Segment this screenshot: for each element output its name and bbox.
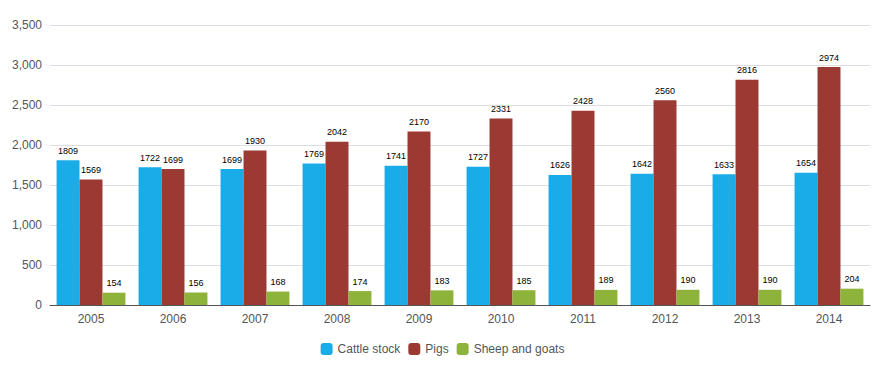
svg-text:154: 154 — [106, 278, 121, 288]
svg-text:204: 204 — [844, 274, 859, 284]
svg-text:0: 0 — [35, 298, 42, 312]
svg-text:2,500: 2,500 — [12, 98, 42, 112]
svg-text:1699: 1699 — [163, 155, 183, 165]
svg-text:Pigs: Pigs — [425, 342, 448, 356]
svg-text:2007: 2007 — [242, 312, 269, 326]
svg-text:156: 156 — [188, 278, 203, 288]
svg-text:185: 185 — [516, 276, 531, 286]
svg-text:168: 168 — [270, 277, 285, 287]
svg-text:2010: 2010 — [488, 312, 515, 326]
svg-text:1727: 1727 — [468, 152, 488, 162]
svg-text:2009: 2009 — [406, 312, 433, 326]
svg-text:2011: 2011 — [570, 312, 596, 326]
svg-text:2042: 2042 — [327, 127, 347, 137]
svg-text:Sheep and goats: Sheep and goats — [474, 342, 565, 356]
svg-text:2008: 2008 — [324, 312, 351, 326]
svg-text:2816: 2816 — [737, 65, 757, 75]
svg-text:2006: 2006 — [160, 312, 187, 326]
svg-text:500: 500 — [22, 258, 42, 272]
svg-text:2012: 2012 — [652, 312, 679, 326]
svg-text:3,000: 3,000 — [12, 58, 42, 72]
svg-text:2170: 2170 — [409, 117, 429, 127]
svg-text:1741: 1741 — [386, 151, 406, 161]
svg-text:2331: 2331 — [491, 104, 511, 114]
svg-text:2014: 2014 — [816, 312, 843, 326]
svg-text:1626: 1626 — [550, 160, 570, 170]
svg-text:2005: 2005 — [78, 312, 105, 326]
svg-text:1,000: 1,000 — [12, 218, 42, 232]
svg-text:1,500: 1,500 — [12, 178, 42, 192]
svg-text:2428: 2428 — [573, 96, 593, 106]
svg-text:1642: 1642 — [632, 159, 652, 169]
svg-text:1699: 1699 — [222, 155, 242, 165]
svg-text:174: 174 — [352, 277, 367, 287]
svg-text:1654: 1654 — [796, 158, 816, 168]
svg-text:2560: 2560 — [655, 86, 675, 96]
svg-text:Cattle stock: Cattle stock — [338, 342, 402, 356]
svg-text:1633: 1633 — [714, 160, 734, 170]
svg-text:2974: 2974 — [819, 53, 839, 63]
svg-text:3,500: 3,500 — [12, 18, 42, 32]
svg-text:2013: 2013 — [734, 312, 761, 326]
svg-text:190: 190 — [680, 275, 695, 285]
svg-text:189: 189 — [598, 275, 613, 285]
svg-text:1809: 1809 — [58, 146, 78, 156]
svg-text:1722: 1722 — [140, 153, 160, 163]
svg-text:1930: 1930 — [245, 136, 265, 146]
svg-text:2,000: 2,000 — [12, 138, 42, 152]
svg-text:1769: 1769 — [304, 149, 324, 159]
svg-text:183: 183 — [434, 276, 449, 286]
svg-text:190: 190 — [762, 275, 777, 285]
svg-text:1569: 1569 — [81, 165, 101, 175]
